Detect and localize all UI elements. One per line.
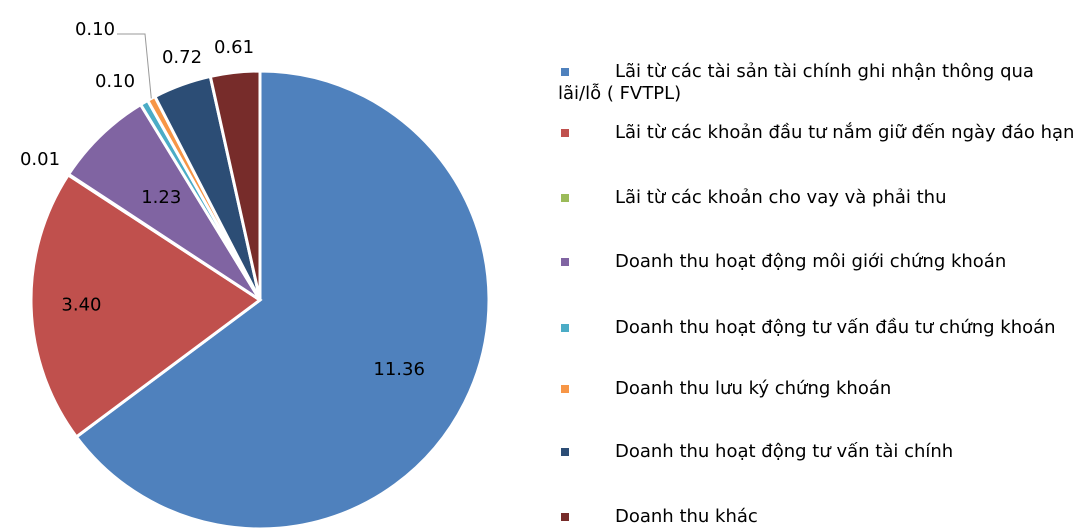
data-label: 0.10 [75,19,115,40]
legend-label: Lãi từ các khoản đầu tư nắm giữ đến ngày… [615,122,1075,143]
legend-item: Doanh thu hoạt động tư vấn đầu tư chứng … [558,317,1078,339]
legend-label: Doanh thu hoạt động tư vấn tài chính [615,441,954,462]
legend-item: Doanh thu lưu ký chứng khoán [558,378,1078,400]
legend-label: Doanh thu khác [615,506,758,527]
legend-item: Doanh thu khác [558,506,1078,528]
data-label: 1.23 [141,187,181,208]
legend-swatch [561,68,569,76]
legend-swatch [561,448,569,456]
legend-label: Doanh thu hoạt động tư vấn đầu tư chứng … [615,317,1056,338]
legend-swatch [561,129,569,137]
pie-slice [66,102,262,302]
pie-slice [208,69,262,301]
legend-swatch [561,258,569,266]
legend-item: Lãi từ các tài sản tài chính ghi nhận th… [558,61,1078,105]
data-label: 0.10 [95,71,135,92]
legend-label: Doanh thu hoạt động môi giới chứng khoán [615,251,1007,272]
data-label: 11.36 [373,359,425,380]
legend-swatch [561,324,569,332]
legend-label: Lãi từ các khoản cho vay và phải thu [615,187,947,208]
legend-item: Lãi từ các khoản đầu tư nắm giữ đến ngày… [558,122,1078,144]
pie-slice [74,69,491,529]
legend-item: Doanh thu hoạt động tư vấn tài chính [558,441,1078,463]
data-label: 0.01 [20,149,60,170]
data-label: 3.40 [61,295,101,316]
data-label: 0.61 [214,37,254,58]
leader-line [117,33,152,99]
legend-swatch [561,513,569,521]
legend-item: Lãi từ các khoản cho vay và phải thu [558,187,1078,209]
legend-label: Lãi từ các tài sản tài chính ghi nhận th… [558,61,1034,104]
legend-swatch [561,194,569,202]
legend-item: Doanh thu hoạt động môi giới chứng khoán [558,251,1078,273]
pie-slice [29,172,263,439]
data-label: 0.72 [162,47,202,68]
legend-label: Doanh thu lưu ký chứng khoán [615,378,892,399]
legend-swatch [561,385,569,393]
